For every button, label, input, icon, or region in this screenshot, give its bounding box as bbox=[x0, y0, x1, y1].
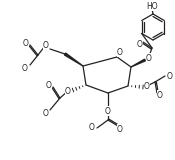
Text: O: O bbox=[105, 107, 111, 116]
Text: O: O bbox=[22, 64, 28, 72]
Text: O: O bbox=[65, 87, 71, 96]
Text: HO: HO bbox=[146, 1, 158, 11]
Text: O: O bbox=[43, 109, 49, 119]
Polygon shape bbox=[64, 53, 83, 66]
Text: O: O bbox=[144, 81, 150, 91]
Polygon shape bbox=[131, 59, 145, 67]
Text: O: O bbox=[117, 124, 123, 133]
Text: O: O bbox=[46, 80, 52, 89]
Text: O: O bbox=[167, 72, 173, 80]
Text: O: O bbox=[146, 53, 152, 63]
Text: O: O bbox=[89, 124, 95, 132]
Text: O: O bbox=[43, 40, 49, 49]
Text: O: O bbox=[23, 39, 29, 48]
Text: O: O bbox=[137, 40, 143, 48]
Text: O: O bbox=[117, 48, 123, 56]
Text: O: O bbox=[157, 91, 163, 100]
